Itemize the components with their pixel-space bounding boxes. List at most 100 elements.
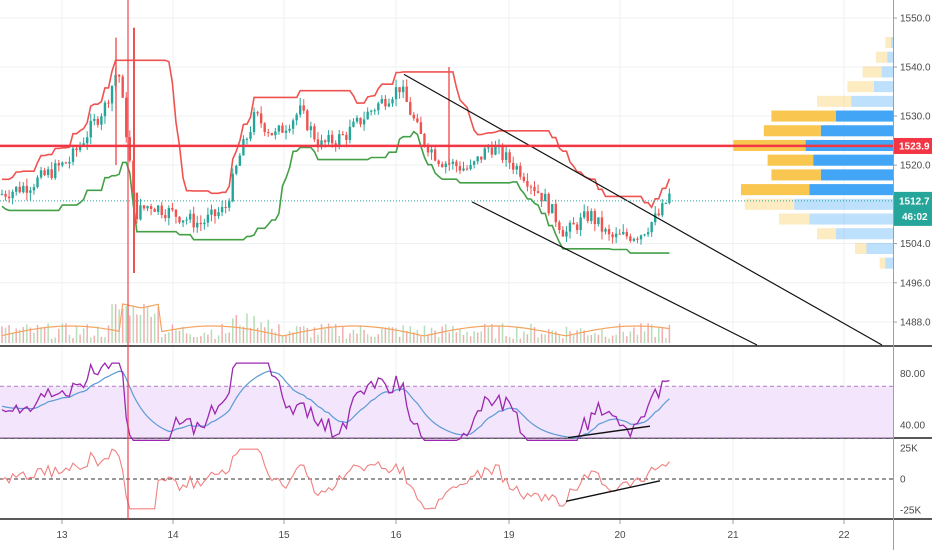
candle-body [430, 149, 433, 153]
candle-body [203, 222, 206, 225]
candle-body [643, 234, 646, 236]
candle-body [341, 134, 344, 136]
resistance-tag [894, 137, 932, 154]
candle-body [39, 170, 43, 178]
candle-body [323, 140, 327, 143]
candle-body [25, 185, 29, 193]
rsi-tick-label: 80.00 [900, 369, 925, 380]
candle-body [196, 222, 199, 228]
candle-body [565, 231, 568, 237]
rsi-line [1, 362, 670, 441]
candles [0, 27, 671, 273]
candle-body [604, 229, 607, 232]
candle-body [519, 165, 522, 177]
candle-body [89, 120, 92, 138]
osc-tick-label: 25K [900, 444, 918, 455]
candle-body [320, 140, 323, 148]
time-tick-label: 14 [167, 530, 179, 541]
candle-body [188, 213, 192, 220]
time-tick-label: 13 [56, 530, 68, 541]
candle-body [302, 105, 305, 111]
candle-body [362, 119, 366, 125]
candle-body [157, 205, 160, 212]
candle-body [295, 114, 298, 121]
candle-body [199, 222, 202, 225]
candle-body [46, 169, 50, 176]
candle-body [512, 162, 515, 170]
candle-body [490, 147, 494, 155]
candle-body [231, 173, 234, 202]
vp-sell-bar [813, 154, 893, 166]
candle-body [313, 126, 316, 140]
candle-body [171, 207, 174, 210]
rsi-signal-line [1, 370, 670, 439]
candle-body [526, 180, 529, 187]
candle-body [480, 156, 483, 160]
candle-body [327, 134, 330, 143]
candle-body [181, 220, 185, 223]
candle-body [380, 98, 384, 104]
price-axis[interactable]: 1550.0 1540.0 1530.0 1520.0 1504.0 1496.0 1488… [893, 14, 931, 517]
candle-body [650, 222, 653, 233]
vp-buy-bar [862, 66, 882, 78]
candle-body [149, 206, 153, 209]
candle-body [590, 211, 593, 221]
time-tick-label: 21 [727, 530, 739, 541]
candle-body [192, 213, 195, 228]
candle-body [579, 217, 582, 231]
candle-body [529, 186, 533, 188]
candle-body [618, 233, 621, 235]
price-tick-label: 1488.0 [900, 318, 931, 329]
candle-body [267, 132, 270, 134]
vp-sell-bar [874, 81, 893, 93]
candle-body [664, 202, 668, 204]
rsi-tick-label: 40.00 [900, 420, 925, 431]
candle-body [18, 186, 21, 193]
candle-body [238, 155, 242, 166]
candle-body [412, 114, 415, 119]
osc-tick-label: 0 [900, 475, 906, 486]
candle-body [32, 187, 36, 191]
vp-buy-bar [875, 51, 888, 63]
candle-body [316, 139, 320, 148]
candle-body [128, 137, 131, 161]
candle-body [572, 222, 575, 225]
candle-body [597, 217, 600, 225]
candle-body [4, 194, 7, 197]
rsi-band-fill [0, 386, 893, 438]
candle-body [228, 201, 231, 208]
time-axis[interactable]: 13 14 15 16 19 20 21 22 [56, 520, 850, 541]
price-tick-label: 1496.0 [900, 278, 931, 289]
candle-body [348, 126, 352, 140]
candle-body [366, 111, 369, 120]
candle-body [178, 216, 181, 223]
candle-body [64, 162, 68, 164]
vp-sell-bar [820, 169, 893, 181]
volume-profile [733, 36, 893, 269]
candle-body [78, 145, 82, 151]
candle-body [401, 86, 405, 93]
candle-body [568, 222, 572, 232]
vp-buy-bar [744, 198, 795, 210]
candle-body [242, 139, 245, 156]
candle-body [270, 132, 273, 136]
candle-body [43, 170, 46, 176]
candle-body [256, 112, 259, 114]
candle-body [632, 238, 636, 241]
vp-sell-bar [885, 257, 893, 269]
time-tick-label: 20 [614, 530, 626, 541]
candle-body [281, 125, 284, 133]
candle-body [288, 128, 291, 131]
vp-buy-bar [767, 154, 814, 166]
trendlines [403, 73, 883, 346]
candle-body [245, 138, 249, 140]
candle-body [274, 131, 277, 136]
candle-body [185, 219, 188, 221]
candle-body [15, 186, 18, 192]
candle-body [668, 193, 671, 203]
last-price-tag [894, 191, 932, 226]
candle-body [387, 103, 391, 107]
candle-body [121, 76, 124, 98]
